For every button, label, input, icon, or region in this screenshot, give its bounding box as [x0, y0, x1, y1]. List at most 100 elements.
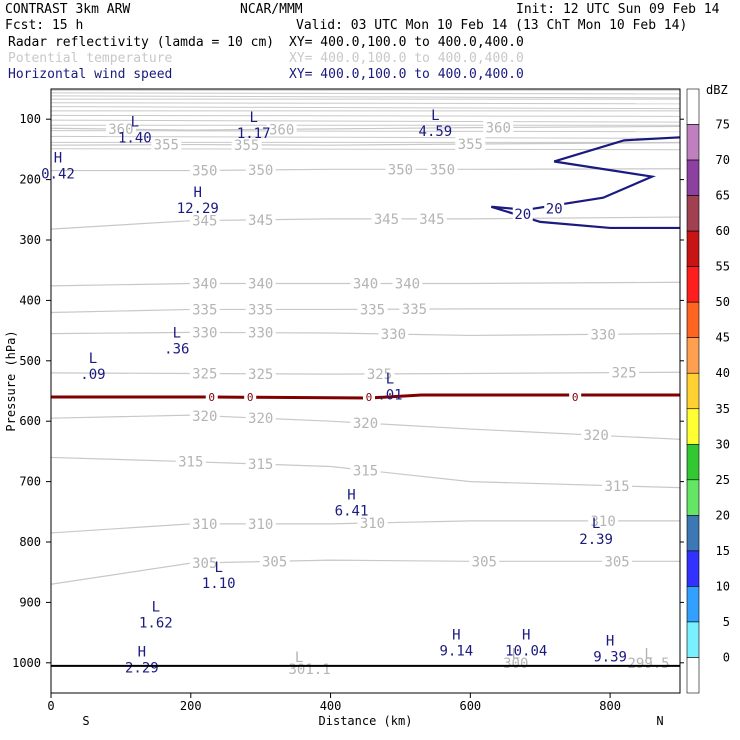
colorbar-level-label: 65	[716, 189, 730, 203]
colorbar-level-label: 10	[716, 579, 730, 593]
theta-label-bg	[189, 366, 220, 381]
colorbar-swatch	[686, 657, 700, 694]
header-title: CONTRAST 3km ARW	[5, 2, 130, 17]
theta-label-bg	[581, 428, 612, 443]
x-tick-label: 600	[459, 699, 481, 713]
theta-contour-upper	[50, 114, 681, 117]
theta-contour-label: 305	[192, 556, 217, 572]
colorbar-level-label: 5	[723, 615, 730, 629]
theta-annotation: 300	[503, 656, 528, 672]
extremum-L: L	[592, 516, 600, 532]
theta-contour-label: 355	[154, 138, 179, 154]
extremum-value: 1.62	[139, 615, 173, 631]
extremum-L: L	[431, 108, 439, 124]
theta-contour-label: 340	[395, 276, 420, 292]
extremum-H: H	[54, 151, 62, 167]
theta-label-bg	[245, 302, 276, 317]
theta-contour-label: 345	[248, 213, 273, 229]
theta-contour-upper	[50, 119, 681, 123]
colorbar-swatch	[686, 88, 700, 125]
extremum-H: H	[347, 488, 355, 504]
x-tick-label: 800	[599, 699, 621, 713]
theta-contour-315	[50, 456, 681, 489]
theta-label-bg	[357, 302, 388, 317]
colorbar-level-label: 35	[716, 402, 730, 416]
theta-annotation: L	[644, 647, 652, 663]
theta-contour-label: 335	[248, 302, 273, 318]
reflectivity-label-bg	[362, 391, 375, 404]
theta-contour-label: 315	[353, 463, 378, 479]
theta-contour-label: 315	[604, 479, 629, 495]
theta-annotation: L	[512, 647, 520, 663]
theta-contour-label: 305	[604, 554, 629, 570]
y-tick-label: 200	[19, 173, 41, 187]
colorbar-level-label: 0	[723, 650, 730, 664]
extremum-value: 10.04	[505, 644, 547, 660]
extremum-value: 6.41	[335, 504, 369, 520]
colorbar-level-label: 55	[716, 260, 730, 274]
theta-label-bg	[189, 325, 220, 340]
header-valid-time: Valid: 03 UTC Mon 10 Feb 14 (13 ChT Mon …	[296, 18, 687, 33]
theta-label-bg	[245, 212, 276, 227]
x-tick-label: 0	[47, 699, 54, 713]
colorbar-level-label: 70	[716, 153, 730, 167]
y-tick-label: 800	[19, 535, 41, 549]
extremum-value: 9.39	[593, 650, 627, 666]
colorbar-swatch	[686, 408, 700, 445]
theta-contour-310	[50, 520, 680, 534]
theta-label-bg	[385, 162, 416, 177]
theta-contour-label: 325	[192, 367, 217, 383]
wind-label-bg	[544, 201, 565, 216]
extremum-H: H	[452, 628, 460, 644]
theta-contour-350	[51, 168, 681, 172]
theta-contour-label: 315	[248, 457, 273, 473]
x-tick-label: 400	[320, 699, 342, 713]
reflectivity-contour-label: 0	[247, 391, 254, 404]
theta-contour-label: 350	[388, 162, 413, 178]
theta-label-bg	[189, 555, 220, 570]
extremum-H: H	[138, 645, 146, 661]
theta-contour-label: 320	[192, 409, 217, 425]
theta-label-bg	[483, 120, 514, 135]
colorbar-level-label: 60	[716, 224, 730, 238]
colorbar-swatch	[686, 515, 700, 552]
plot-frame	[50, 88, 681, 694]
theta-label-bg	[364, 366, 395, 381]
extremum-value: .09	[80, 367, 105, 383]
theta-label-bg	[416, 211, 447, 226]
extremum-value: .01	[377, 388, 402, 404]
extremum-value: .36	[164, 342, 189, 358]
theta-label-bg	[350, 463, 381, 478]
extremum-value: 1.10	[202, 576, 236, 592]
extremum-value: 12.29	[177, 201, 219, 217]
theta-contour-335	[50, 308, 680, 314]
header-institution: NCAR/MMM	[240, 2, 303, 17]
extremum-value: 1.40	[118, 130, 152, 146]
theta-contour-label: 340	[192, 276, 217, 292]
colorbar-level-label: 15	[716, 544, 730, 558]
theta-label-bg	[189, 408, 220, 423]
wind-label-bg	[512, 207, 533, 222]
theta-label-bg	[350, 276, 381, 291]
theta-label-bg	[189, 163, 220, 178]
extremum-value: 9.14	[439, 644, 473, 660]
theta-contour-label: 305	[262, 554, 287, 570]
theta-contour-label: 305	[472, 554, 497, 570]
theta-label-bg	[357, 515, 388, 530]
theta-label-bg	[175, 454, 206, 469]
colorbar-level-label: 25	[716, 473, 730, 487]
theta-contour-label: 360	[486, 120, 511, 136]
theta-contour-label: 330	[192, 325, 217, 341]
colorbar-level-label: 45	[716, 331, 730, 345]
field-wind-name: Horizontal wind speed	[8, 67, 172, 82]
extremum-L: L	[215, 560, 223, 576]
theta-contour-upper	[50, 102, 681, 105]
field-theta-xy: XY= 400.0,100.0 to 400.0,400.0	[289, 51, 524, 66]
theta-label-bg	[602, 554, 633, 569]
theta-label-bg	[189, 276, 220, 291]
extremum-L: L	[249, 110, 257, 126]
theta-contour-label: 335	[402, 302, 427, 318]
theta-annotation: L	[295, 650, 303, 666]
theta-contour-label: 340	[248, 276, 273, 292]
